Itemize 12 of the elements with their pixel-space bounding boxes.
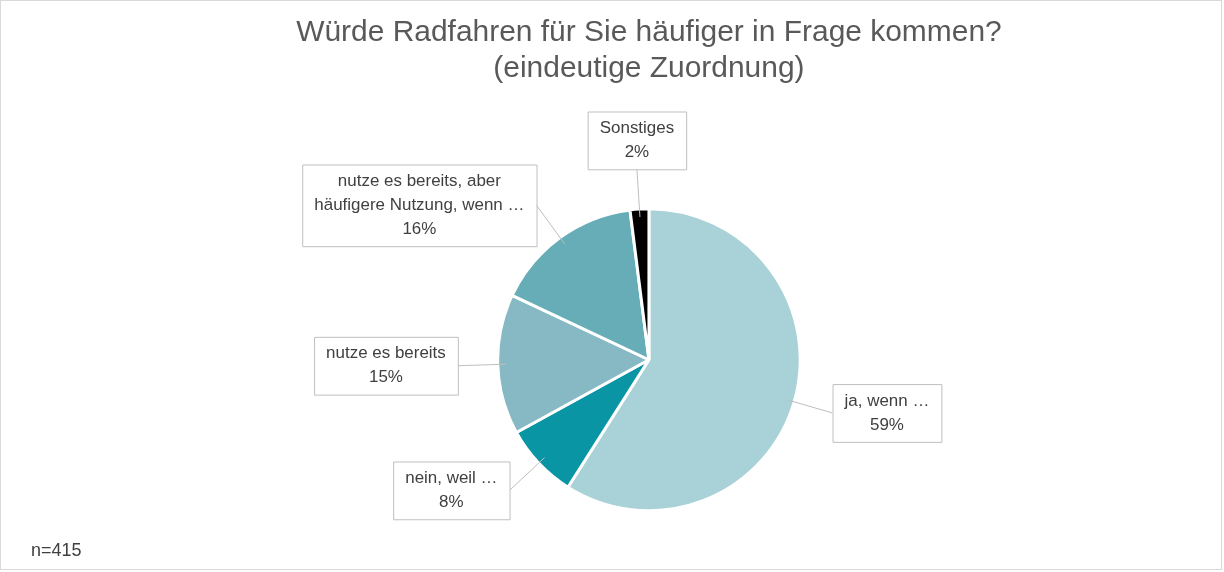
text: n=415 — [30, 540, 82, 561]
slice-label: nutze es bereits, aber häufigere Nutzung, wenn … — [314, 171, 525, 215]
slice-label: nein, weil … — [405, 468, 498, 488]
data-label: 2% — [624, 142, 650, 162]
data-label: 59% — [870, 414, 904, 434]
data-label: 8% — [439, 492, 464, 511]
chart-title: Würde Radfahren für Sie häufiger in Frage kommen? (eindeutige Zuordnung) — [296, 14, 1002, 83]
data-label: 16% — [402, 218, 437, 238]
slice-label: ja, wenn … — [843, 390, 930, 410]
slice-label: nutze es bereits — [326, 343, 446, 363]
data-label: 15% — [368, 367, 403, 387]
slice-label: Sonstiges — [599, 118, 675, 138]
